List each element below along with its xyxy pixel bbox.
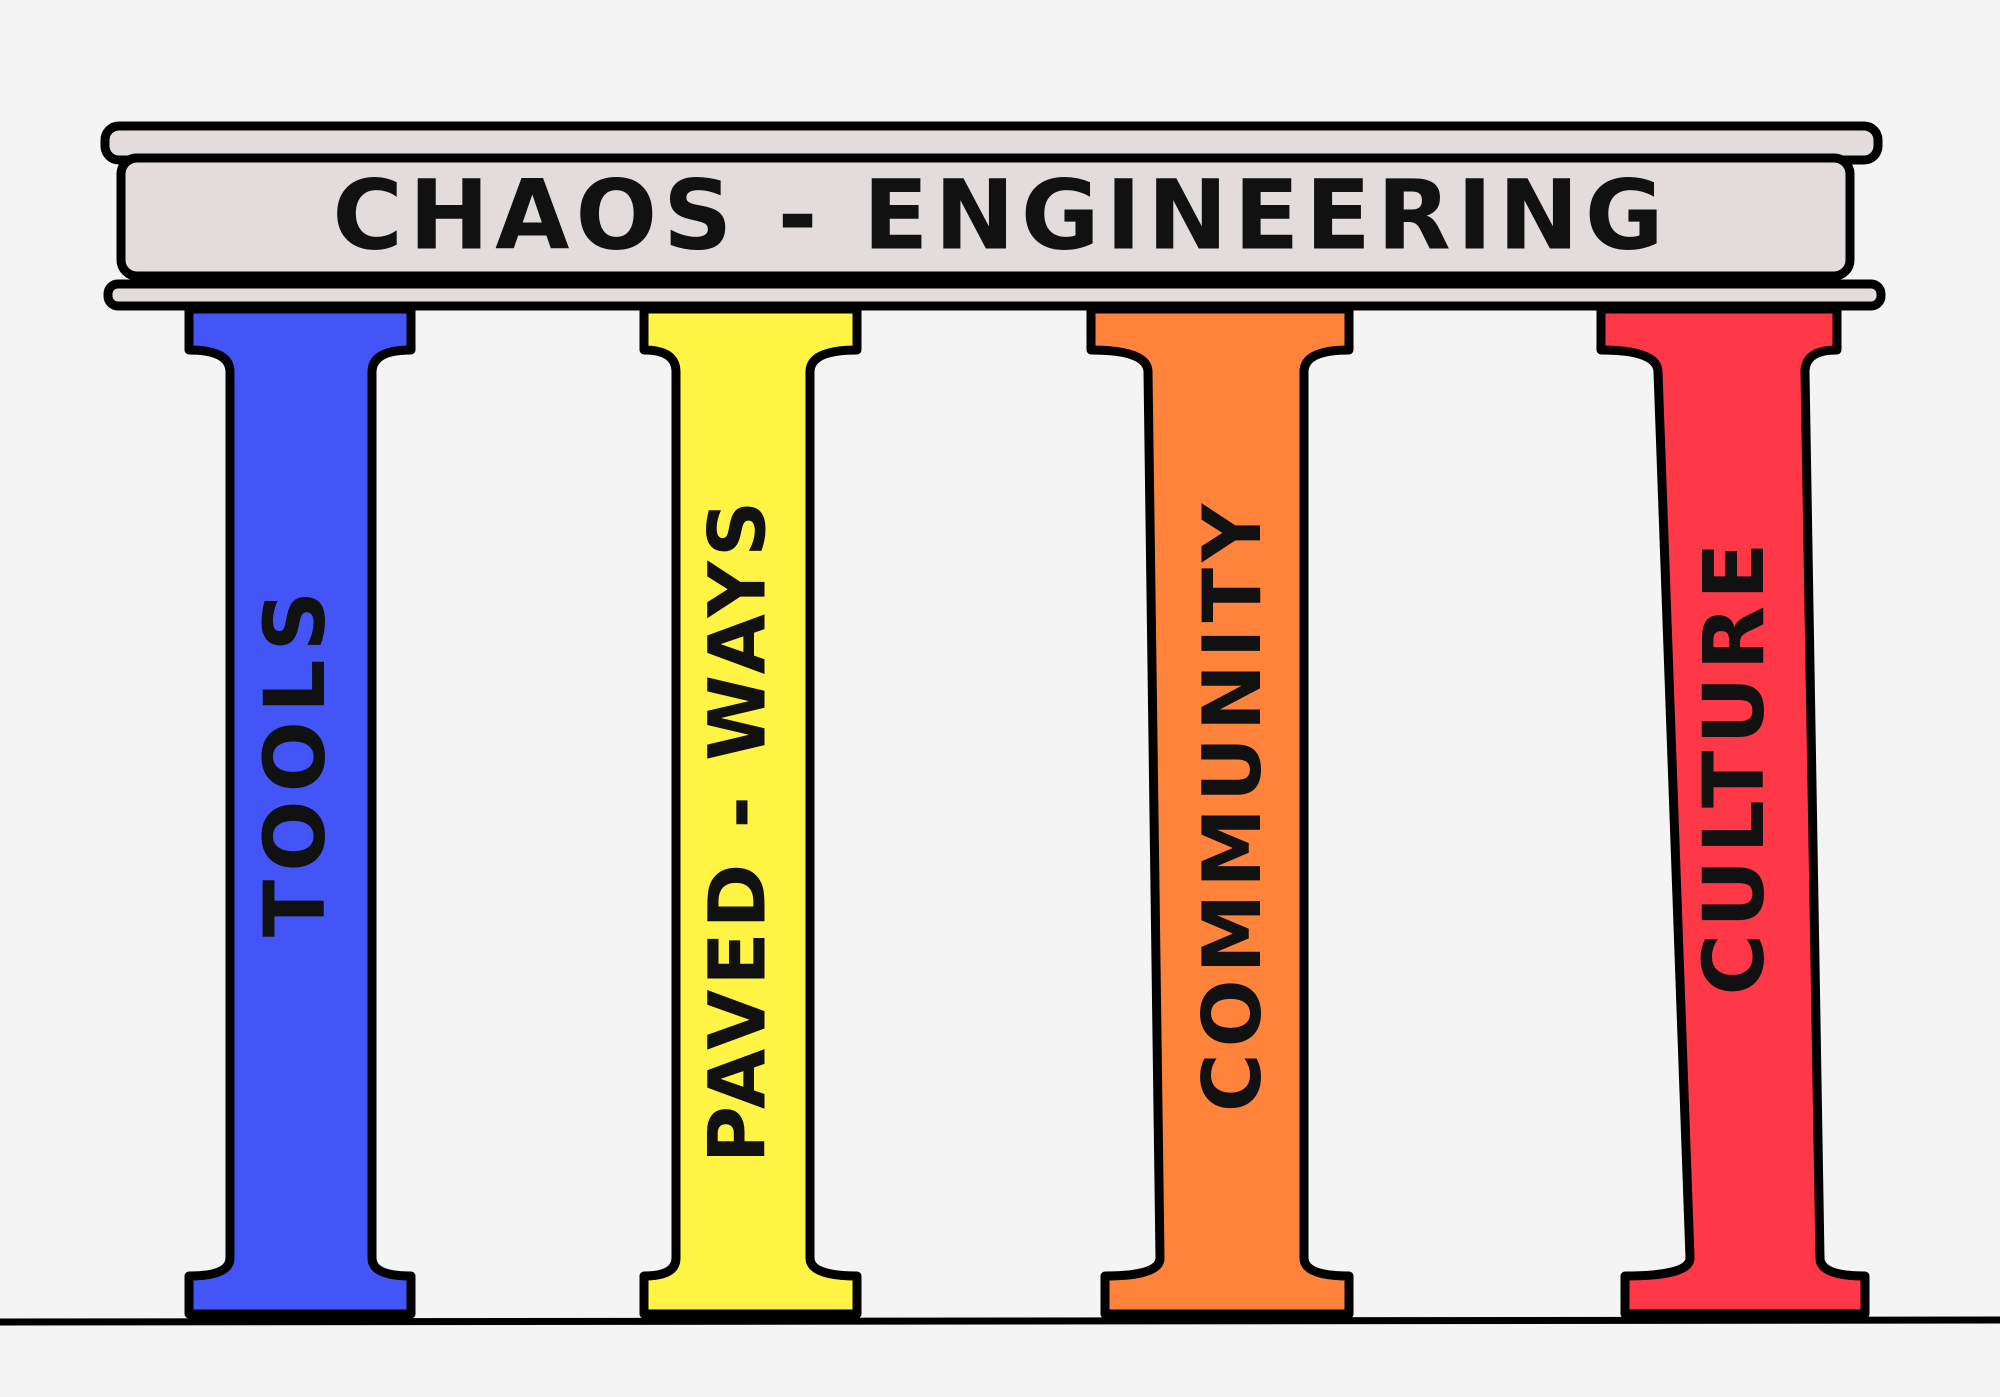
pillar: [639, 304, 862, 1319]
ground-line: [0, 1316, 2000, 1326]
pillar: [184, 304, 416, 1319]
pillar-label: COMMUNITY: [1186, 498, 1279, 1112]
pillar-label: PAVED - WAYS: [693, 497, 783, 1163]
pillar-label: TOOLS: [246, 583, 344, 937]
pillar: [1086, 304, 1354, 1319]
title: CHAOS - ENGINEERING: [332, 159, 1669, 271]
pillar-label: CULTURE: [1685, 536, 1783, 995]
roof-bottom-slab: [103, 279, 1886, 311]
roof-beam: [116, 153, 1855, 281]
pillar: [1596, 304, 1870, 1319]
